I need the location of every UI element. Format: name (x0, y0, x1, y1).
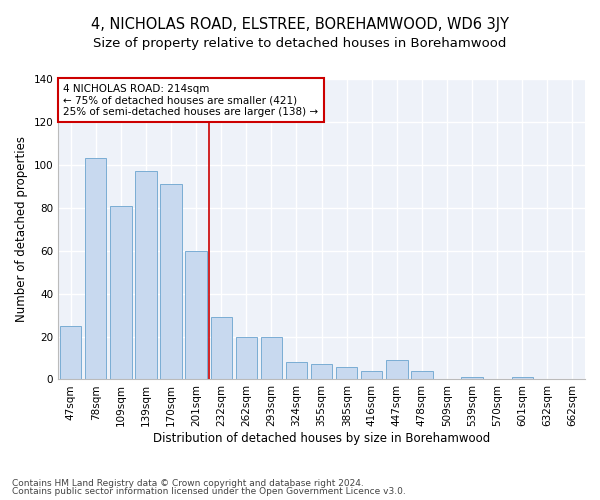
Bar (211, 317, 232, 380)
Bar (512, 378, 533, 380)
Text: Contains public sector information licensed under the Open Government Licence v3: Contains public sector information licen… (12, 487, 406, 496)
Bar (236, 336, 257, 380)
Bar (311, 364, 332, 380)
X-axis label: Distribution of detached houses by size in Borehamwood: Distribution of detached houses by size … (153, 432, 490, 445)
Bar (110, 206, 131, 380)
Bar (261, 336, 282, 380)
Text: Size of property relative to detached houses in Borehamwood: Size of property relative to detached ho… (94, 38, 506, 51)
Bar (461, 378, 483, 380)
Bar (60, 326, 82, 380)
Bar (286, 362, 307, 380)
Bar (160, 184, 182, 380)
Bar (411, 371, 433, 380)
Text: 4 NICHOLAS ROAD: 214sqm
← 75% of detached houses are smaller (421)
25% of semi-d: 4 NICHOLAS ROAD: 214sqm ← 75% of detache… (64, 84, 319, 116)
Bar (336, 366, 358, 380)
Text: 4, NICHOLAS ROAD, ELSTREE, BOREHAMWOOD, WD6 3JY: 4, NICHOLAS ROAD, ELSTREE, BOREHAMWOOD, … (91, 18, 509, 32)
Bar (361, 371, 382, 380)
Bar (386, 360, 407, 380)
Bar (136, 172, 157, 380)
Text: Contains HM Land Registry data © Crown copyright and database right 2024.: Contains HM Land Registry data © Crown c… (12, 478, 364, 488)
Bar (85, 158, 106, 380)
Bar (185, 250, 207, 380)
Y-axis label: Number of detached properties: Number of detached properties (15, 136, 28, 322)
